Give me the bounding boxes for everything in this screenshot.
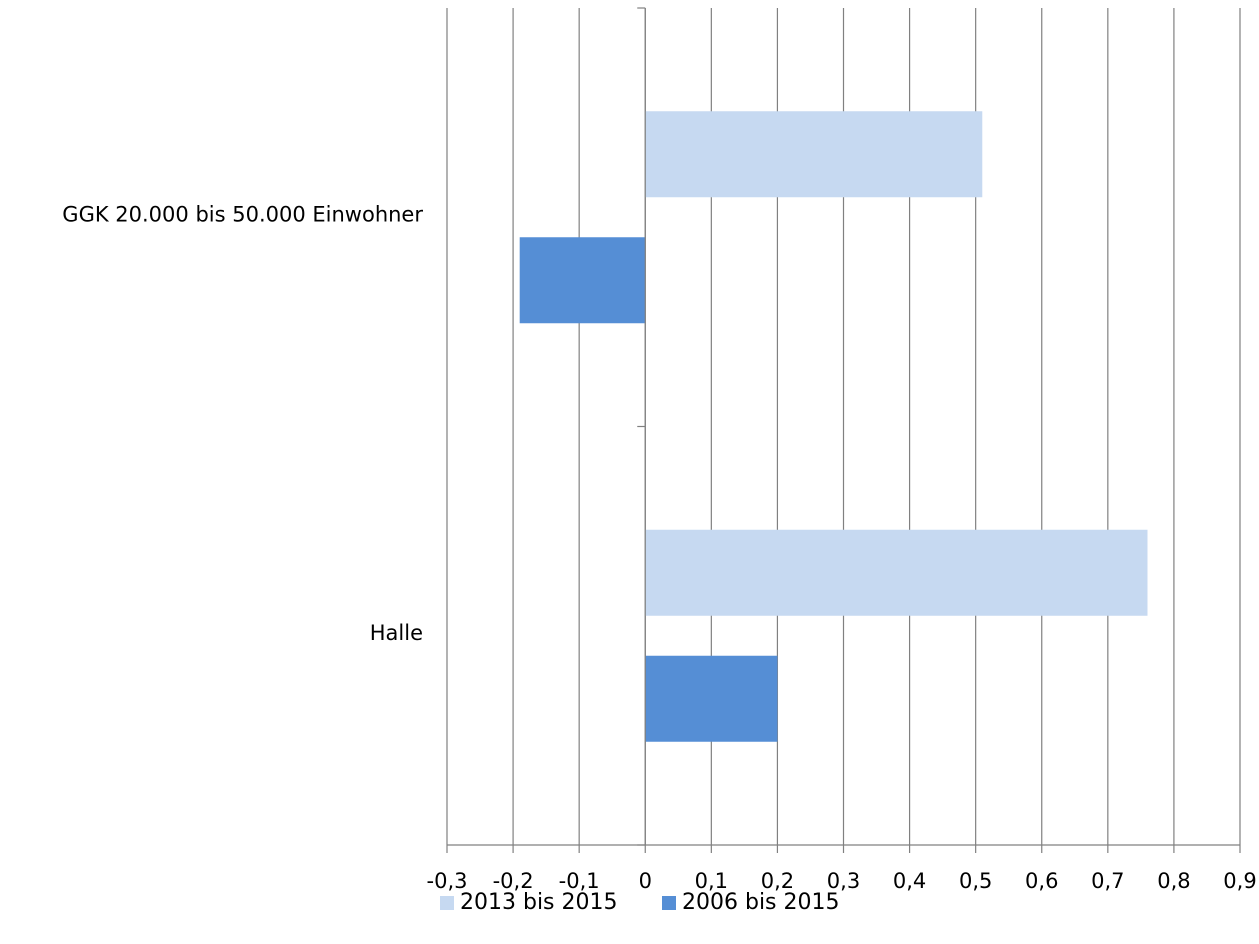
x-tick-label: 0,3 bbox=[827, 869, 860, 893]
bar-series1 bbox=[645, 529, 1148, 616]
axes bbox=[446, 7, 1241, 853]
x-tick-label: -0,2 bbox=[493, 869, 534, 893]
legend-label: 2006 bis 2015 bbox=[682, 890, 840, 915]
x-tick-label: 0,9 bbox=[1223, 869, 1256, 893]
x-tick-label: 0,6 bbox=[1025, 869, 1058, 893]
x-tick-label: -0,3 bbox=[427, 869, 468, 893]
bar-series2 bbox=[645, 655, 778, 742]
x-tick-labels: -0,3 -0,2 -0,1 0 0,1 0,2 0,3 0,4 0,5 0,6 0,7 0,8 0,9 bbox=[427, 869, 1257, 893]
bars bbox=[519, 111, 1148, 742]
x-tick-label: 0,7 bbox=[1091, 869, 1124, 893]
x-tick-label: 0,2 bbox=[761, 869, 794, 893]
bar-series1 bbox=[645, 111, 983, 198]
category-label: Halle bbox=[370, 621, 423, 645]
legend-swatch bbox=[662, 896, 676, 910]
legend-swatch bbox=[440, 896, 454, 910]
bar-series2 bbox=[519, 237, 646, 324]
legend: 2013 bis 2015 2006 bis 2015 bbox=[440, 890, 840, 915]
legend-label: 2013 bis 2015 bbox=[460, 890, 618, 915]
x-tick-label: 0 bbox=[639, 869, 652, 893]
category-label: GGK 20.000 bis 50.000 Einwohner bbox=[62, 202, 423, 226]
x-tick-label: -0,1 bbox=[559, 869, 600, 893]
x-tick-label: 0,8 bbox=[1157, 869, 1190, 893]
x-tick-label: 0,4 bbox=[893, 869, 926, 893]
x-tick-label: 0,5 bbox=[959, 869, 992, 893]
x-tick-label: 0,1 bbox=[695, 869, 728, 893]
category-labels: GGK 20.000 bis 50.000 Einwohner Halle bbox=[62, 202, 423, 645]
